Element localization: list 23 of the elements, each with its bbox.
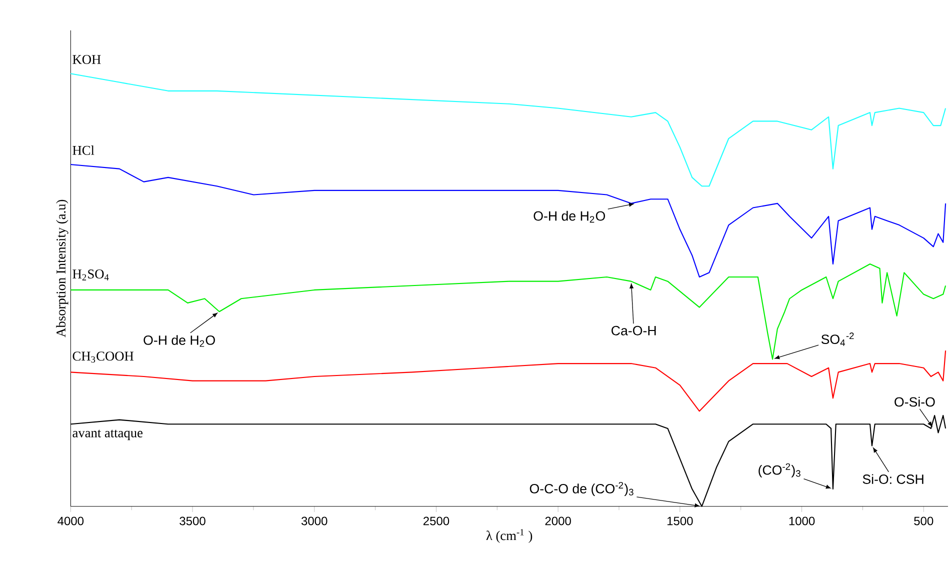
x-tick-label: 2500 <box>423 516 450 526</box>
annotation: (CO$^{-2}$)$_{3}$ <box>758 463 800 478</box>
series-label: KOH <box>72 55 101 64</box>
annotation: O-C-O de (CO$^{-2}$)$_{3}$ <box>530 482 634 496</box>
x-tick-label: 3500 <box>180 516 206 526</box>
annotation: O-H de H$_{2}$O <box>144 335 215 347</box>
x-tick-label: 4000 <box>58 516 84 526</box>
x-tick-label: 2000 <box>545 516 571 526</box>
y-axis-title: Absorption Intensity (a.u) <box>56 200 68 338</box>
x-axis-title: λ (cm$^{-1}$ ) <box>486 529 532 543</box>
x-tick-label: 1000 <box>789 516 815 526</box>
annotation: Si-O: CSH <box>862 474 924 484</box>
annotation: O-Si-O <box>894 396 935 407</box>
series-label: H$_{2}$SO$_{4}$ <box>72 270 109 280</box>
annotation: SO$_{4}$-2 <box>821 332 854 346</box>
series-label: HCl <box>72 145 94 155</box>
x-tick-label: 3000 <box>301 516 328 526</box>
annotation: O-H de H$_{2}$O <box>534 210 606 223</box>
annotation: Ca-O-H <box>612 326 656 336</box>
series-label: CH$_{3}$COOH <box>72 352 134 363</box>
series-label: avant attaque <box>72 430 142 440</box>
x-tick-label: 500 <box>914 516 934 526</box>
x-tick-label: 1500 <box>667 516 693 526</box>
